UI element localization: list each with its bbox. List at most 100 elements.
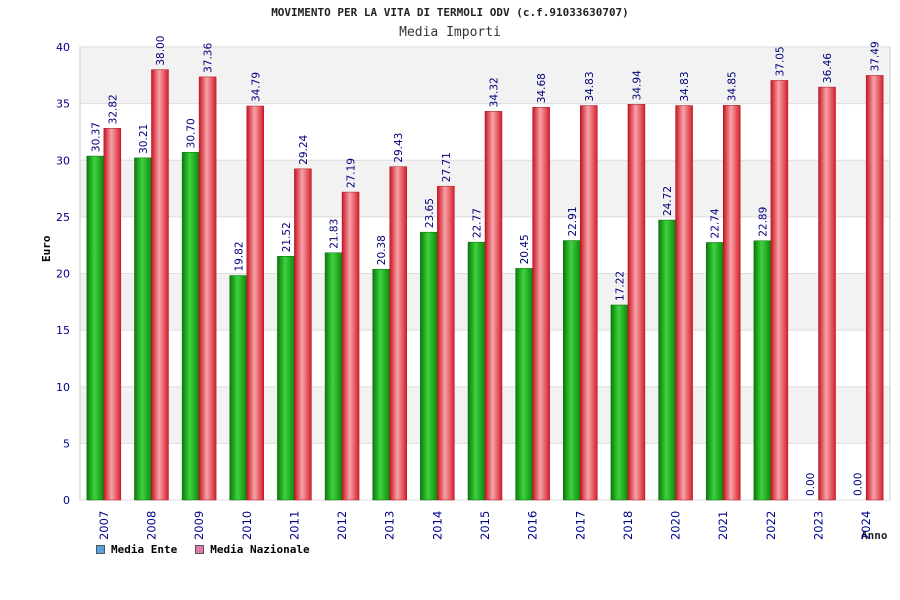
bar-media-ente [134,157,152,501]
bar-media-ente [658,219,676,501]
bar-media-nazionale [103,128,122,501]
bar-value-label: 21.83 [329,219,341,249]
x-tick-label: 2021 [716,511,730,540]
x-tick-label: 2010 [240,511,254,540]
bar-value-label: 20.38 [376,235,388,265]
x-tick-label: 2007 [97,511,111,540]
bar-media-ente [753,240,772,501]
bar-value-label: 19.82 [233,241,245,271]
y-tick-label: 5 [63,437,70,450]
legend-item-ente: Media Ente [96,543,177,556]
bar-media-nazionale [865,75,884,501]
bar-value-label: 0.00 [853,473,865,496]
bar-value-label: 30.70 [186,118,198,148]
bar-media-ente [324,252,343,501]
bar-media-ente [86,155,105,501]
bar-value-label: 0.00 [805,473,817,496]
bar-value-label: 23.65 [424,198,436,228]
x-tick-label: 2015 [478,511,492,540]
y-tick-label: 0 [63,494,70,507]
bar-media-ente [277,256,295,501]
bar-value-label: 17.22 [614,271,626,301]
x-tick-label: 2022 [764,511,778,540]
bar-media-ente [229,275,248,501]
x-tick-label: 2024 [859,511,873,540]
bar-media-ente [420,231,438,501]
bar-value-label: 34.32 [489,77,501,107]
bar-media-ente [705,242,724,501]
chart-subtitle: Media Importi [399,25,501,40]
bar-value-label: 27.19 [346,158,358,188]
bar-value-label: 22.89 [757,207,769,237]
legend: Media Ente Media Nazionale [96,543,310,556]
legend-swatch-nazionale [195,545,205,554]
bar-media-nazionale [818,86,836,501]
x-tick-label: 2011 [287,511,301,540]
x-tick-label: 2020 [669,511,683,540]
y-tick-label: 35 [56,98,70,111]
bar-media-ente [467,241,486,501]
chart-title: MOVIMENTO PER LA VITA DI TERMOLI ODV (c.… [271,6,629,19]
bar-value-label: 36.46 [822,53,834,83]
bar-media-nazionale [627,104,646,501]
bar-media-nazionale [532,106,550,501]
y-tick-label: 10 [56,381,70,394]
bar-value-label: 29.24 [298,134,310,164]
bar-media-nazionale [437,185,455,501]
y-tick-label: 15 [56,324,70,337]
bar-value-label: 34.85 [727,71,739,101]
y-tick-label: 30 [56,154,70,167]
y-tick-label: 25 [56,211,70,224]
bar-value-label: 22.91 [567,206,579,236]
y-tick-label: 40 [56,41,70,54]
bar-value-label: 37.05 [774,46,786,76]
bar-value-label: 38.00 [155,36,167,66]
bar-media-ente [610,304,629,501]
bar-value-label: 22.77 [472,208,484,238]
bar-value-label: 34.94 [631,70,643,100]
bar-value-label: 29.43 [393,133,405,163]
bar-media-nazionale [341,191,360,501]
bar-value-label: 24.72 [662,186,674,216]
bar-value-label: 27.71 [441,152,453,182]
bar-value-label: 37.36 [203,43,215,73]
legend-label-ente: Media Ente [111,543,178,556]
bar-media-ente [515,268,533,501]
bar-value-label: 34.79 [250,72,262,102]
x-axis-label: Anno [861,529,888,542]
x-tick-label: 2023 [812,511,826,540]
bar-media-nazionale [484,111,503,501]
x-tick-label: 2017 [573,511,587,540]
legend-swatch-ente [96,545,105,554]
bar-media-ente [563,240,581,501]
bar-value-label: 22.74 [710,208,722,238]
legend-label-nazionale: Media Nazionale [210,543,310,556]
bar-value-label: 34.83 [584,71,596,101]
x-tick-label: 2014 [430,511,444,540]
bar-media-nazionale [198,76,217,501]
x-tick-label: 2018 [621,511,635,540]
legend-item-nazionale: Media Nazionale [195,543,310,556]
bar-media-nazionale [580,105,598,501]
bar-value-label: 37.49 [870,41,882,71]
bar-value-label: 34.68 [536,73,548,103]
bar-value-label: 20.45 [519,234,531,264]
bar-media-nazionale [722,105,741,501]
bar-value-label: 30.21 [138,124,150,154]
bar-media-nazionale [151,69,169,501]
bar-media-nazionale [294,168,312,501]
x-tick-label: 2013 [383,511,397,540]
bar-value-label: 32.82 [107,94,119,124]
bar-value-label: 34.83 [679,71,691,101]
bar-value-label: 30.37 [90,122,102,152]
bar-media-ente [372,268,390,501]
x-tick-label: 2009 [192,511,206,540]
y-tick-label: 20 [56,268,70,281]
x-tick-label: 2008 [144,511,158,540]
bar-value-label: 21.52 [281,222,293,252]
bar-media-nazionale [675,105,693,501]
bar-media-nazionale [770,80,789,501]
bar-media-ente [181,152,200,501]
